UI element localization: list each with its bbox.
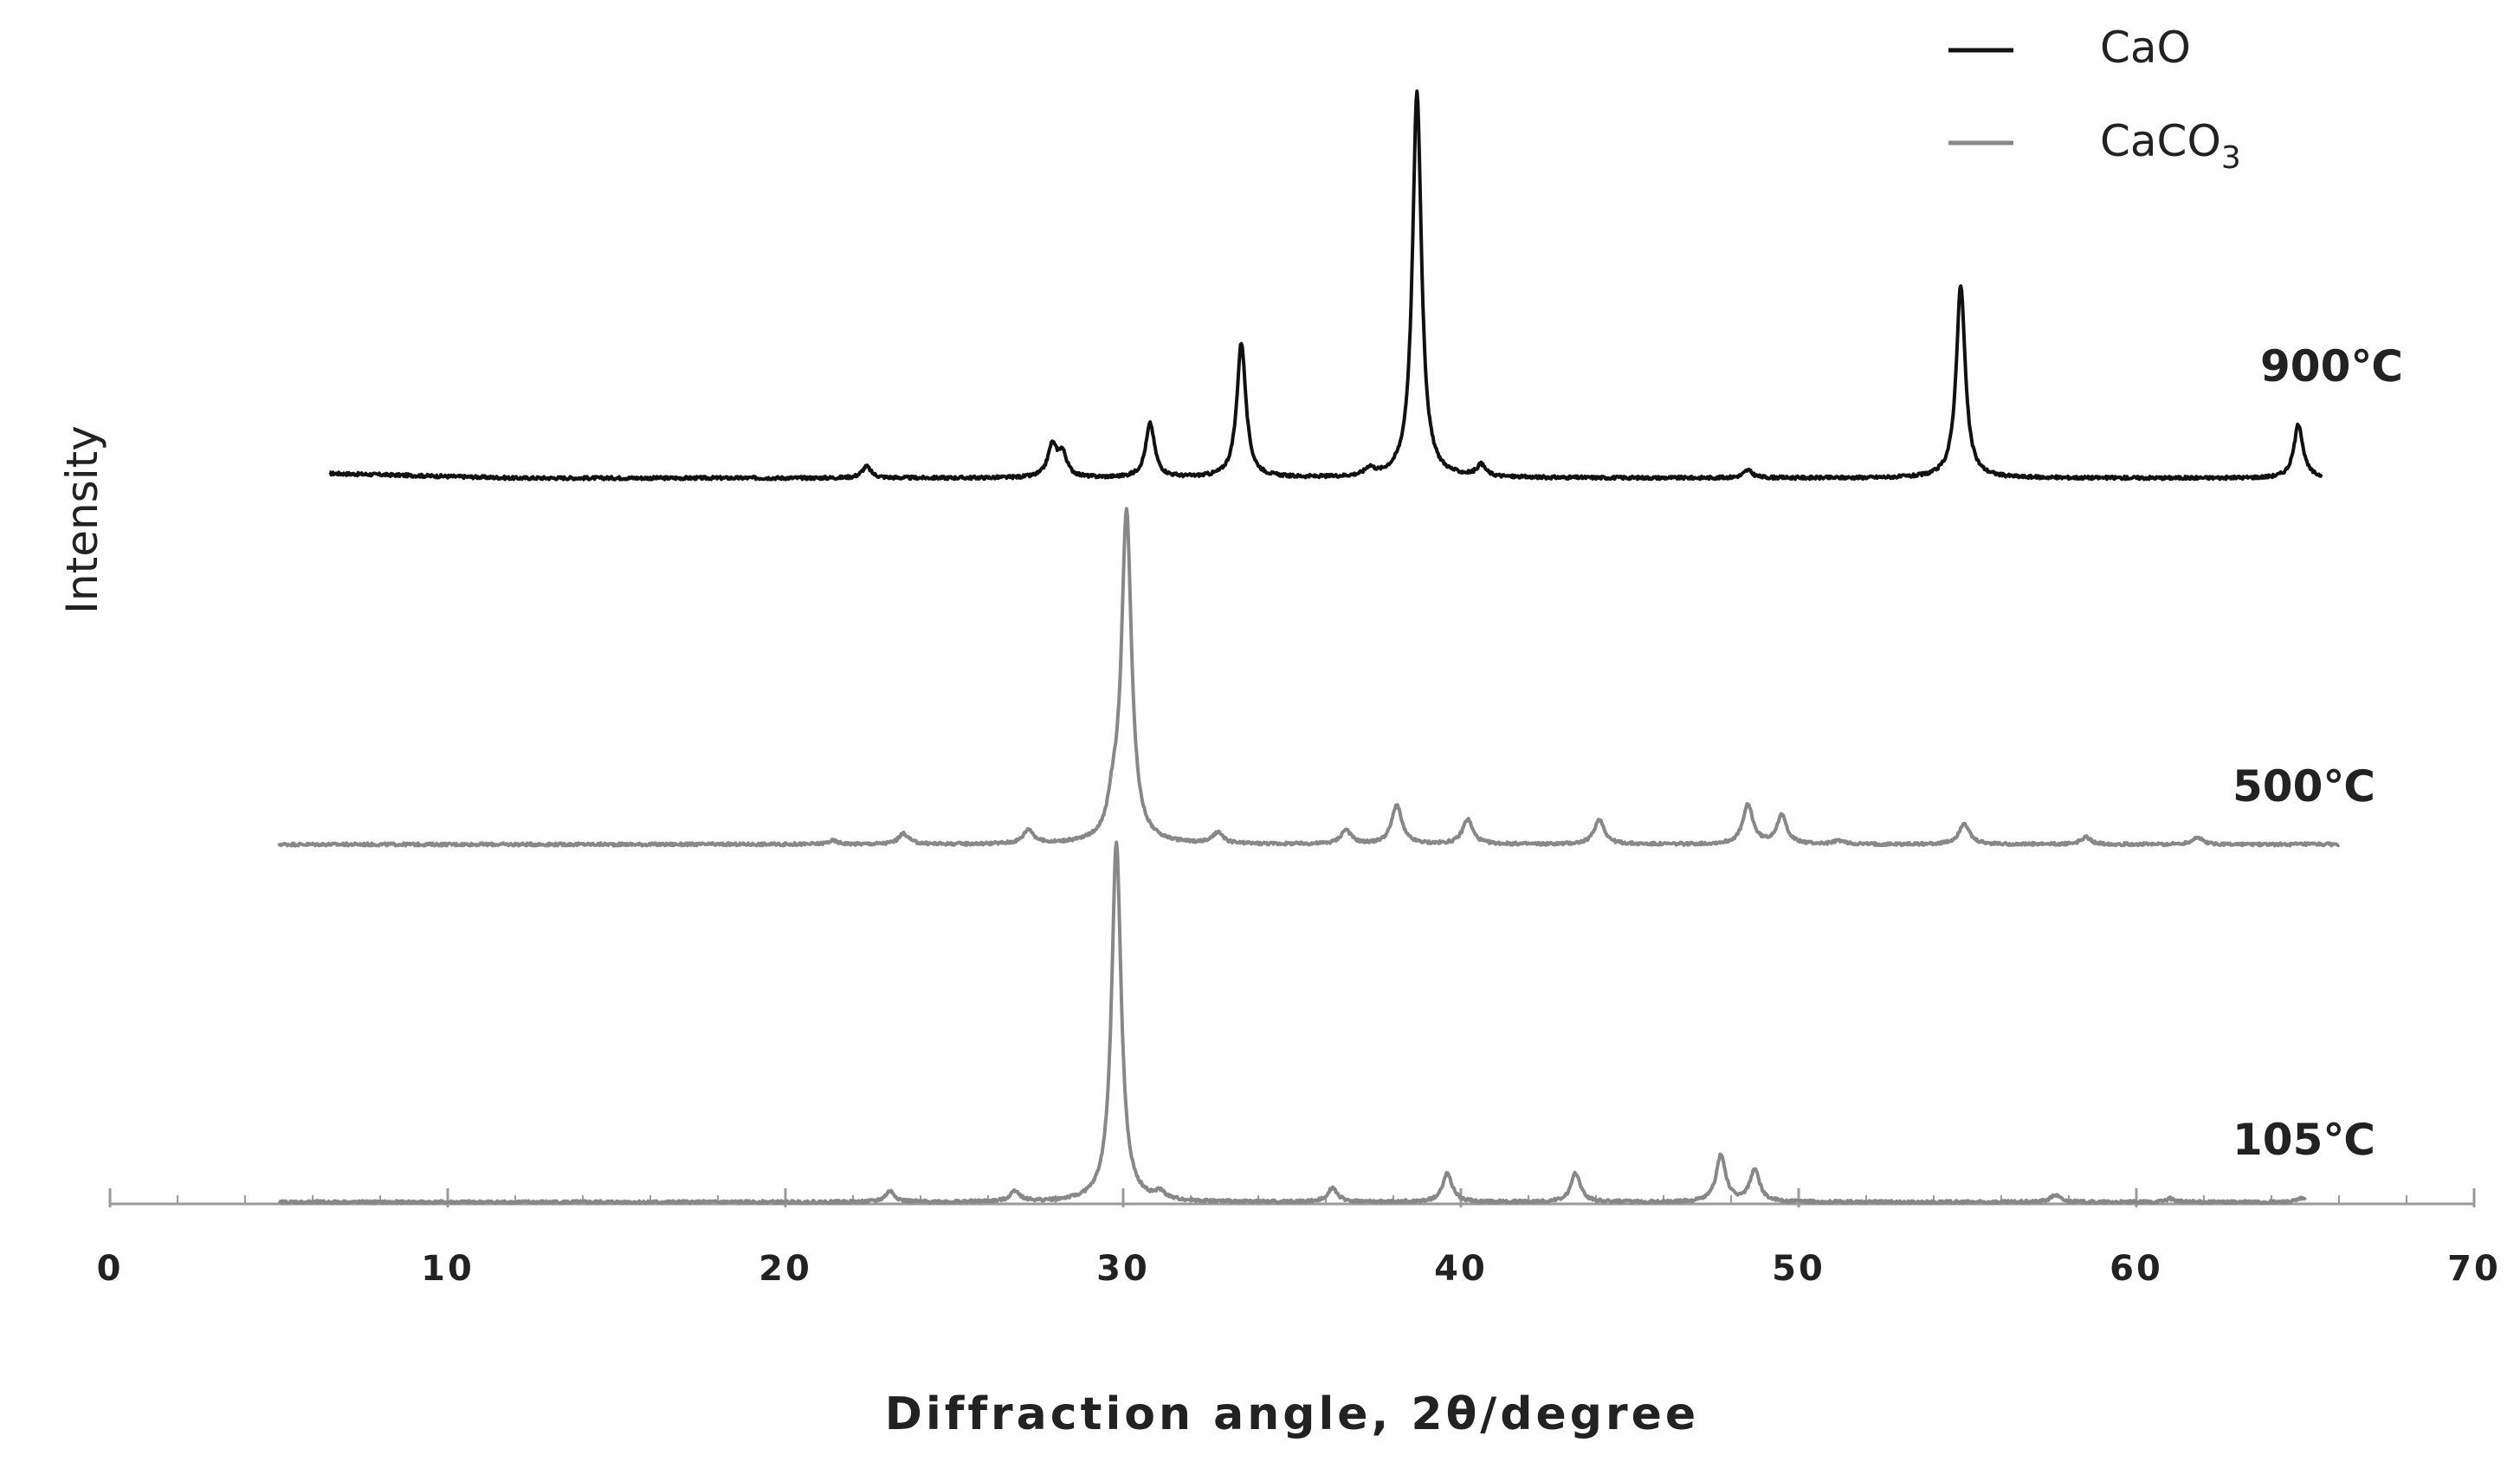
x-tick-label: 60: [2110, 1249, 2163, 1289]
series-label-105: 105℃: [2232, 1115, 2375, 1165]
x-tick-label: 70: [2447, 1249, 2501, 1289]
legend-label-caco3: CaCO3: [2100, 116, 2241, 176]
series-line-900: [328, 89, 2323, 482]
legend-label-cao: CaO: [2100, 23, 2191, 73]
x-tick-label: 40: [1434, 1249, 1488, 1289]
legend-label-caco3-subscript: 3: [2221, 140, 2241, 176]
x-tick-label: 10: [421, 1249, 475, 1289]
x-axis-major-ticks: [108, 1188, 2476, 1207]
series-label-900: 900℃: [2260, 341, 2403, 391]
y-axis-label: Intensity: [57, 425, 107, 614]
x-tick-label: 30: [1096, 1249, 1150, 1289]
legend: CaO CaCO3: [1948, 23, 2241, 176]
x-tick-labels: 0 10 20 30 40 50 60 70: [97, 1249, 2501, 1289]
series-line-500: [277, 507, 2341, 848]
legend-label-caco3-main: CaCO: [2100, 116, 2221, 166]
series-label-500: 500℃: [2232, 761, 2375, 812]
x-tick-label: 0: [97, 1249, 124, 1289]
x-tick-label: 50: [1772, 1249, 1825, 1289]
series-line-105: [277, 840, 2307, 1206]
series-group: [277, 89, 2341, 1206]
x-tick-label: 20: [759, 1249, 812, 1289]
x-axis-label: Diffraction angle, 2θ/degree: [885, 1388, 1699, 1440]
